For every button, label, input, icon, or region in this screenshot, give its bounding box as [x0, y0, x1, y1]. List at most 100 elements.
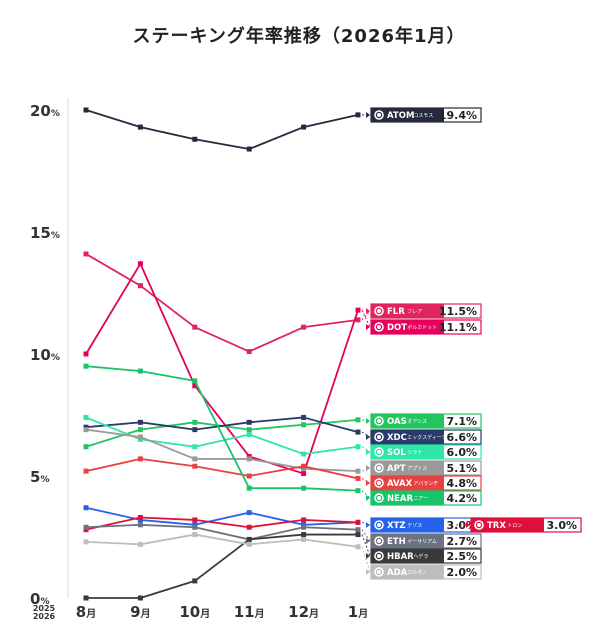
- badge-ticker: ADA: [387, 568, 408, 578]
- badge-value: 5.1%: [446, 462, 477, 475]
- icon-disc: [474, 520, 484, 530]
- y-tick-label: 15%: [30, 224, 60, 242]
- data-point: [192, 383, 198, 389]
- series-line-trx: [85, 516, 359, 531]
- badge-arrow: [466, 522, 470, 528]
- y-tick-number: 0: [30, 590, 40, 608]
- chart-title: ステーキング年率推移（2026年1月）: [132, 26, 466, 47]
- flare-icon: [374, 306, 384, 316]
- icon-disc: [374, 567, 384, 577]
- data-point: [301, 324, 307, 330]
- data-point: [246, 510, 252, 516]
- badge-arrow: [366, 495, 370, 501]
- aptos-icon: [374, 463, 384, 473]
- data-point: [246, 349, 252, 355]
- data-point: [246, 541, 252, 547]
- badge-name-block: [471, 518, 544, 532]
- x-tick-number: 1: [348, 603, 358, 621]
- icon-disc: [374, 432, 384, 442]
- data-point: [137, 522, 143, 528]
- badge-japanese-name: フレア: [407, 309, 422, 315]
- y-tick-label: 10%: [30, 346, 60, 364]
- y-tick-unit: %: [51, 353, 60, 363]
- data-point: [192, 456, 198, 462]
- badge-arrow: [366, 434, 370, 440]
- series-line-avax: [85, 458, 359, 480]
- badge-connector: [361, 310, 371, 321]
- icon-glyph: [375, 417, 383, 425]
- data-point: [192, 532, 198, 538]
- data-point: [192, 578, 198, 584]
- icon-disc: [374, 416, 384, 426]
- data-point: [137, 427, 143, 433]
- badge-value: 6.0%: [446, 446, 477, 459]
- data-point: [355, 444, 361, 450]
- badge-japanese-name: アバランチ: [413, 481, 438, 487]
- y-tick-unit: %: [51, 231, 60, 241]
- icon-glyph: [375, 568, 383, 576]
- data-point: [301, 414, 307, 420]
- badge-connector: [361, 309, 371, 328]
- legend-badge-sol: SOL ソラナ 6.0%: [361, 444, 482, 460]
- data-point: [355, 112, 361, 118]
- ethereum-icon: [374, 536, 384, 546]
- data-point: [246, 419, 252, 425]
- icon-glyph: [375, 323, 383, 331]
- legend-badge-avax: AVAX アバランチ 4.8%: [361, 475, 482, 491]
- y-tick-number: 15: [30, 224, 51, 242]
- badge-arrow: [366, 538, 370, 544]
- x-tick-label: 12月: [288, 603, 319, 621]
- y-tick-label: 0%: [30, 590, 49, 608]
- badge-value: 3.0%: [546, 519, 577, 532]
- badge-arrow: [366, 418, 370, 424]
- avalanche-icon: [374, 478, 384, 488]
- legend-badge-hbar: HBAR ヘデラ 2.5%: [361, 534, 482, 564]
- data-point: [83, 595, 89, 601]
- x-tick-label: 1月: [348, 603, 368, 621]
- badge-value: 11.1%: [439, 321, 477, 334]
- icon-glyph: [375, 448, 383, 456]
- data-point: [192, 444, 198, 450]
- badge-japanese-name: テゾス: [407, 523, 422, 529]
- badge-value: 6.6%: [446, 431, 477, 444]
- icon-disc: [374, 463, 384, 473]
- data-point: [192, 324, 198, 330]
- badge-value: 19.4%: [439, 109, 477, 122]
- icon-glyph: [375, 111, 383, 119]
- data-point: [301, 422, 307, 428]
- data-point: [355, 317, 361, 323]
- data-point: [301, 532, 307, 538]
- legend-badge-apt: APT アプトス 5.1%: [361, 460, 482, 476]
- icon-glyph: [375, 479, 383, 487]
- badge-ticker: DOT: [387, 323, 407, 333]
- icon-glyph: [375, 552, 383, 560]
- badge-ticker: ETH: [387, 537, 406, 547]
- badge-ticker: XDC: [387, 433, 407, 443]
- data-point: [246, 473, 252, 479]
- oasys-icon: [374, 416, 384, 426]
- data-point: [83, 107, 89, 113]
- badge-arrow: [366, 569, 370, 575]
- x-tick-unit: 月: [254, 608, 265, 620]
- legend-badge-oas: OAS オアシス 7.1%: [361, 413, 482, 429]
- data-point: [83, 539, 89, 545]
- series-line-flr: [85, 253, 359, 353]
- data-point: [137, 595, 143, 601]
- badge-value: 2.0%: [446, 566, 477, 579]
- x-tick-number: 9: [130, 603, 140, 621]
- badge-name-block: [371, 304, 444, 318]
- data-point: [246, 146, 252, 152]
- data-point: [192, 378, 198, 384]
- icon-disc: [374, 536, 384, 546]
- badge-arrow: [366, 465, 370, 471]
- data-point: [137, 124, 143, 130]
- badge-japanese-name: ヘデラ: [413, 553, 428, 560]
- data-point: [355, 527, 361, 533]
- badge-japanese-name: ニアー: [413, 496, 428, 502]
- data-point: [301, 524, 307, 530]
- data-point: [137, 261, 143, 267]
- data-point: [192, 517, 198, 523]
- badge-japanese-name: カルダノ: [407, 569, 427, 576]
- near-icon: [374, 493, 384, 503]
